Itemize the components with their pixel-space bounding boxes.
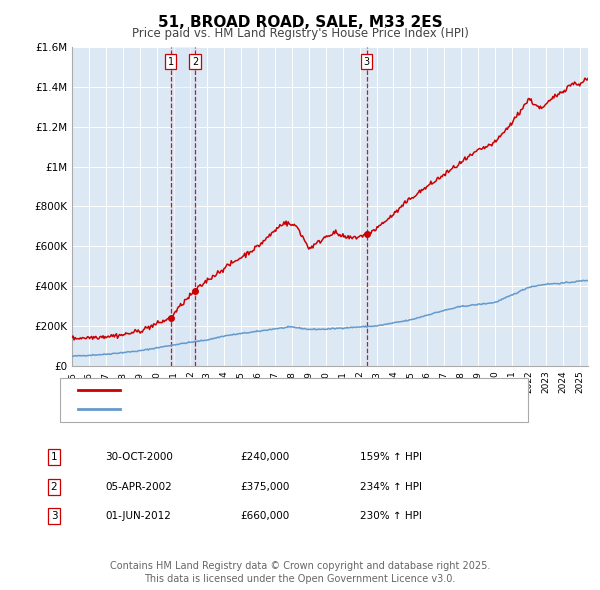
Bar [170, 47, 195, 366]
Text: 30-OCT-2000: 30-OCT-2000 [105, 453, 173, 462]
Text: 51, BROAD ROAD, SALE, M33 2ES: 51, BROAD ROAD, SALE, M33 2ES [158, 15, 442, 30]
Text: 2: 2 [192, 57, 198, 67]
Text: £660,000: £660,000 [240, 512, 289, 521]
Text: 01-JUN-2012: 01-JUN-2012 [105, 512, 171, 521]
Text: 230% ↑ HPI: 230% ↑ HPI [360, 512, 422, 521]
Text: £240,000: £240,000 [240, 453, 289, 462]
Text: Price paid vs. HM Land Registry's House Price Index (HPI): Price paid vs. HM Land Registry's House … [131, 27, 469, 40]
Text: Contains HM Land Registry data © Crown copyright and database right 2025.
This d: Contains HM Land Registry data © Crown c… [110, 561, 490, 584]
Text: 3: 3 [50, 512, 58, 521]
Text: HPI: Average price, semi-detached house, Trafford: HPI: Average price, semi-detached house,… [132, 405, 394, 414]
Text: 2: 2 [50, 482, 58, 491]
Text: 51, BROAD ROAD, SALE, M33 2ES (semi-detached house): 51, BROAD ROAD, SALE, M33 2ES (semi-deta… [132, 385, 431, 395]
Text: 1: 1 [50, 453, 58, 462]
Text: 3: 3 [364, 57, 370, 67]
Text: 1: 1 [167, 57, 173, 67]
Text: 159% ↑ HPI: 159% ↑ HPI [360, 453, 422, 462]
Text: 05-APR-2002: 05-APR-2002 [105, 482, 172, 491]
Text: £375,000: £375,000 [240, 482, 289, 491]
Text: 234% ↑ HPI: 234% ↑ HPI [360, 482, 422, 491]
